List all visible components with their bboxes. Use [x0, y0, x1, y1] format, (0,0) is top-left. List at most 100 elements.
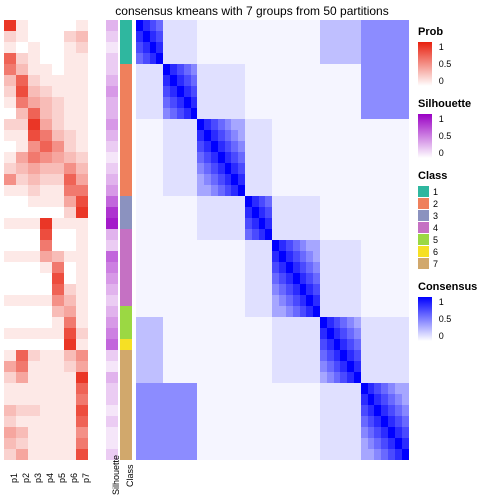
heatmap-cell: [211, 251, 218, 262]
sil-cell: [106, 86, 118, 97]
annot-cell: [16, 350, 28, 361]
heatmap-cell: [225, 306, 232, 317]
heatmap-cell: [191, 130, 198, 141]
heatmap-cell: [347, 141, 354, 152]
heatmap-cell: [259, 141, 266, 152]
heatmap-cell: [218, 108, 225, 119]
heatmap-cell: [150, 119, 157, 130]
heatmap-cell: [191, 427, 198, 438]
heatmap-cell: [286, 405, 293, 416]
sil-cell: [106, 251, 118, 262]
heatmap-cell: [320, 273, 327, 284]
class-cell: [120, 405, 132, 416]
heatmap-cell: [211, 185, 218, 196]
annot-cell: [76, 328, 88, 339]
annot-cell: [16, 339, 28, 350]
annot-cell: [4, 262, 16, 273]
heatmap-cell: [218, 295, 225, 306]
heatmap-cell: [313, 174, 320, 185]
annot-cell: [4, 163, 16, 174]
annot-cell: [4, 141, 16, 152]
annot-cell: [4, 130, 16, 141]
heatmap-cell: [327, 207, 334, 218]
heatmap-cell: [245, 174, 252, 185]
heatmap-cell: [184, 31, 191, 42]
heatmap-cell: [238, 185, 245, 196]
heatmap-cell: [361, 86, 368, 97]
annot-cell: [4, 361, 16, 372]
heatmap-cell: [293, 130, 300, 141]
heatmap-cell: [191, 152, 198, 163]
heatmap-cell: [402, 185, 409, 196]
annot-cell: [40, 108, 52, 119]
annot-cell: [4, 207, 16, 218]
class-cell: [120, 53, 132, 64]
heatmap-cell: [184, 273, 191, 284]
heatmap-cell: [197, 108, 204, 119]
heatmap-cell: [225, 86, 232, 97]
heatmap-cell: [136, 405, 143, 416]
heatmap-cell: [334, 218, 341, 229]
annot-cell: [28, 262, 40, 273]
class-swatch: [418, 210, 429, 221]
heatmap-cell: [245, 42, 252, 53]
heatmap-cell: [136, 163, 143, 174]
heatmap-cell: [231, 97, 238, 108]
heatmap-cell: [184, 317, 191, 328]
heatmap-cell: [402, 339, 409, 350]
annot-cell: [28, 284, 40, 295]
sil-cell: [106, 306, 118, 317]
heatmap-cell: [361, 64, 368, 75]
heatmap-cell: [334, 427, 341, 438]
annot-cell: [28, 350, 40, 361]
heatmap-cell: [231, 405, 238, 416]
heatmap-cell: [374, 427, 381, 438]
heatmap-cell: [327, 339, 334, 350]
heatmap-cell: [211, 64, 218, 75]
heatmap-cell: [395, 405, 402, 416]
heatmap-cell: [286, 130, 293, 141]
heatmap-cell: [163, 262, 170, 273]
heatmap-cell: [368, 218, 375, 229]
annot-cell: [4, 438, 16, 449]
heatmap-cell: [402, 196, 409, 207]
heatmap-cell: [225, 75, 232, 86]
heatmap-cell: [211, 284, 218, 295]
heatmap-cell: [347, 372, 354, 383]
heatmap-cell: [191, 141, 198, 152]
heatmap-cell: [327, 229, 334, 240]
heatmap-cell: [197, 229, 204, 240]
heatmap-cell: [191, 42, 198, 53]
heatmap-cell: [211, 383, 218, 394]
annot-cell: [64, 42, 76, 53]
heatmap-cell: [395, 218, 402, 229]
heatmap-cell: [300, 207, 307, 218]
heatmap-cell: [156, 372, 163, 383]
heatmap-cell: [184, 86, 191, 97]
heatmap-cell: [238, 141, 245, 152]
heatmap-cell: [313, 306, 320, 317]
heatmap-cell: [211, 20, 218, 31]
heatmap-cell: [225, 196, 232, 207]
heatmap-cell: [347, 75, 354, 86]
heatmap-cell: [361, 20, 368, 31]
heatmap-cell: [354, 449, 361, 460]
annot-cell: [64, 174, 76, 185]
heatmap-cell: [170, 438, 177, 449]
annot-cell: [4, 427, 16, 438]
heatmap-cell: [300, 438, 307, 449]
heatmap-cell: [368, 416, 375, 427]
class-cell: [120, 64, 132, 75]
heatmap-cell: [313, 405, 320, 416]
heatmap-cell: [150, 295, 157, 306]
heatmap-cell: [259, 185, 266, 196]
heatmap-cell: [313, 196, 320, 207]
heatmap-cell: [327, 185, 334, 196]
heatmap-cell: [204, 20, 211, 31]
annot-cell: [28, 119, 40, 130]
heatmap-cell: [374, 86, 381, 97]
heatmap-cell: [402, 328, 409, 339]
heatmap-cell: [163, 218, 170, 229]
heatmap-cell: [150, 207, 157, 218]
heatmap-cell: [286, 53, 293, 64]
